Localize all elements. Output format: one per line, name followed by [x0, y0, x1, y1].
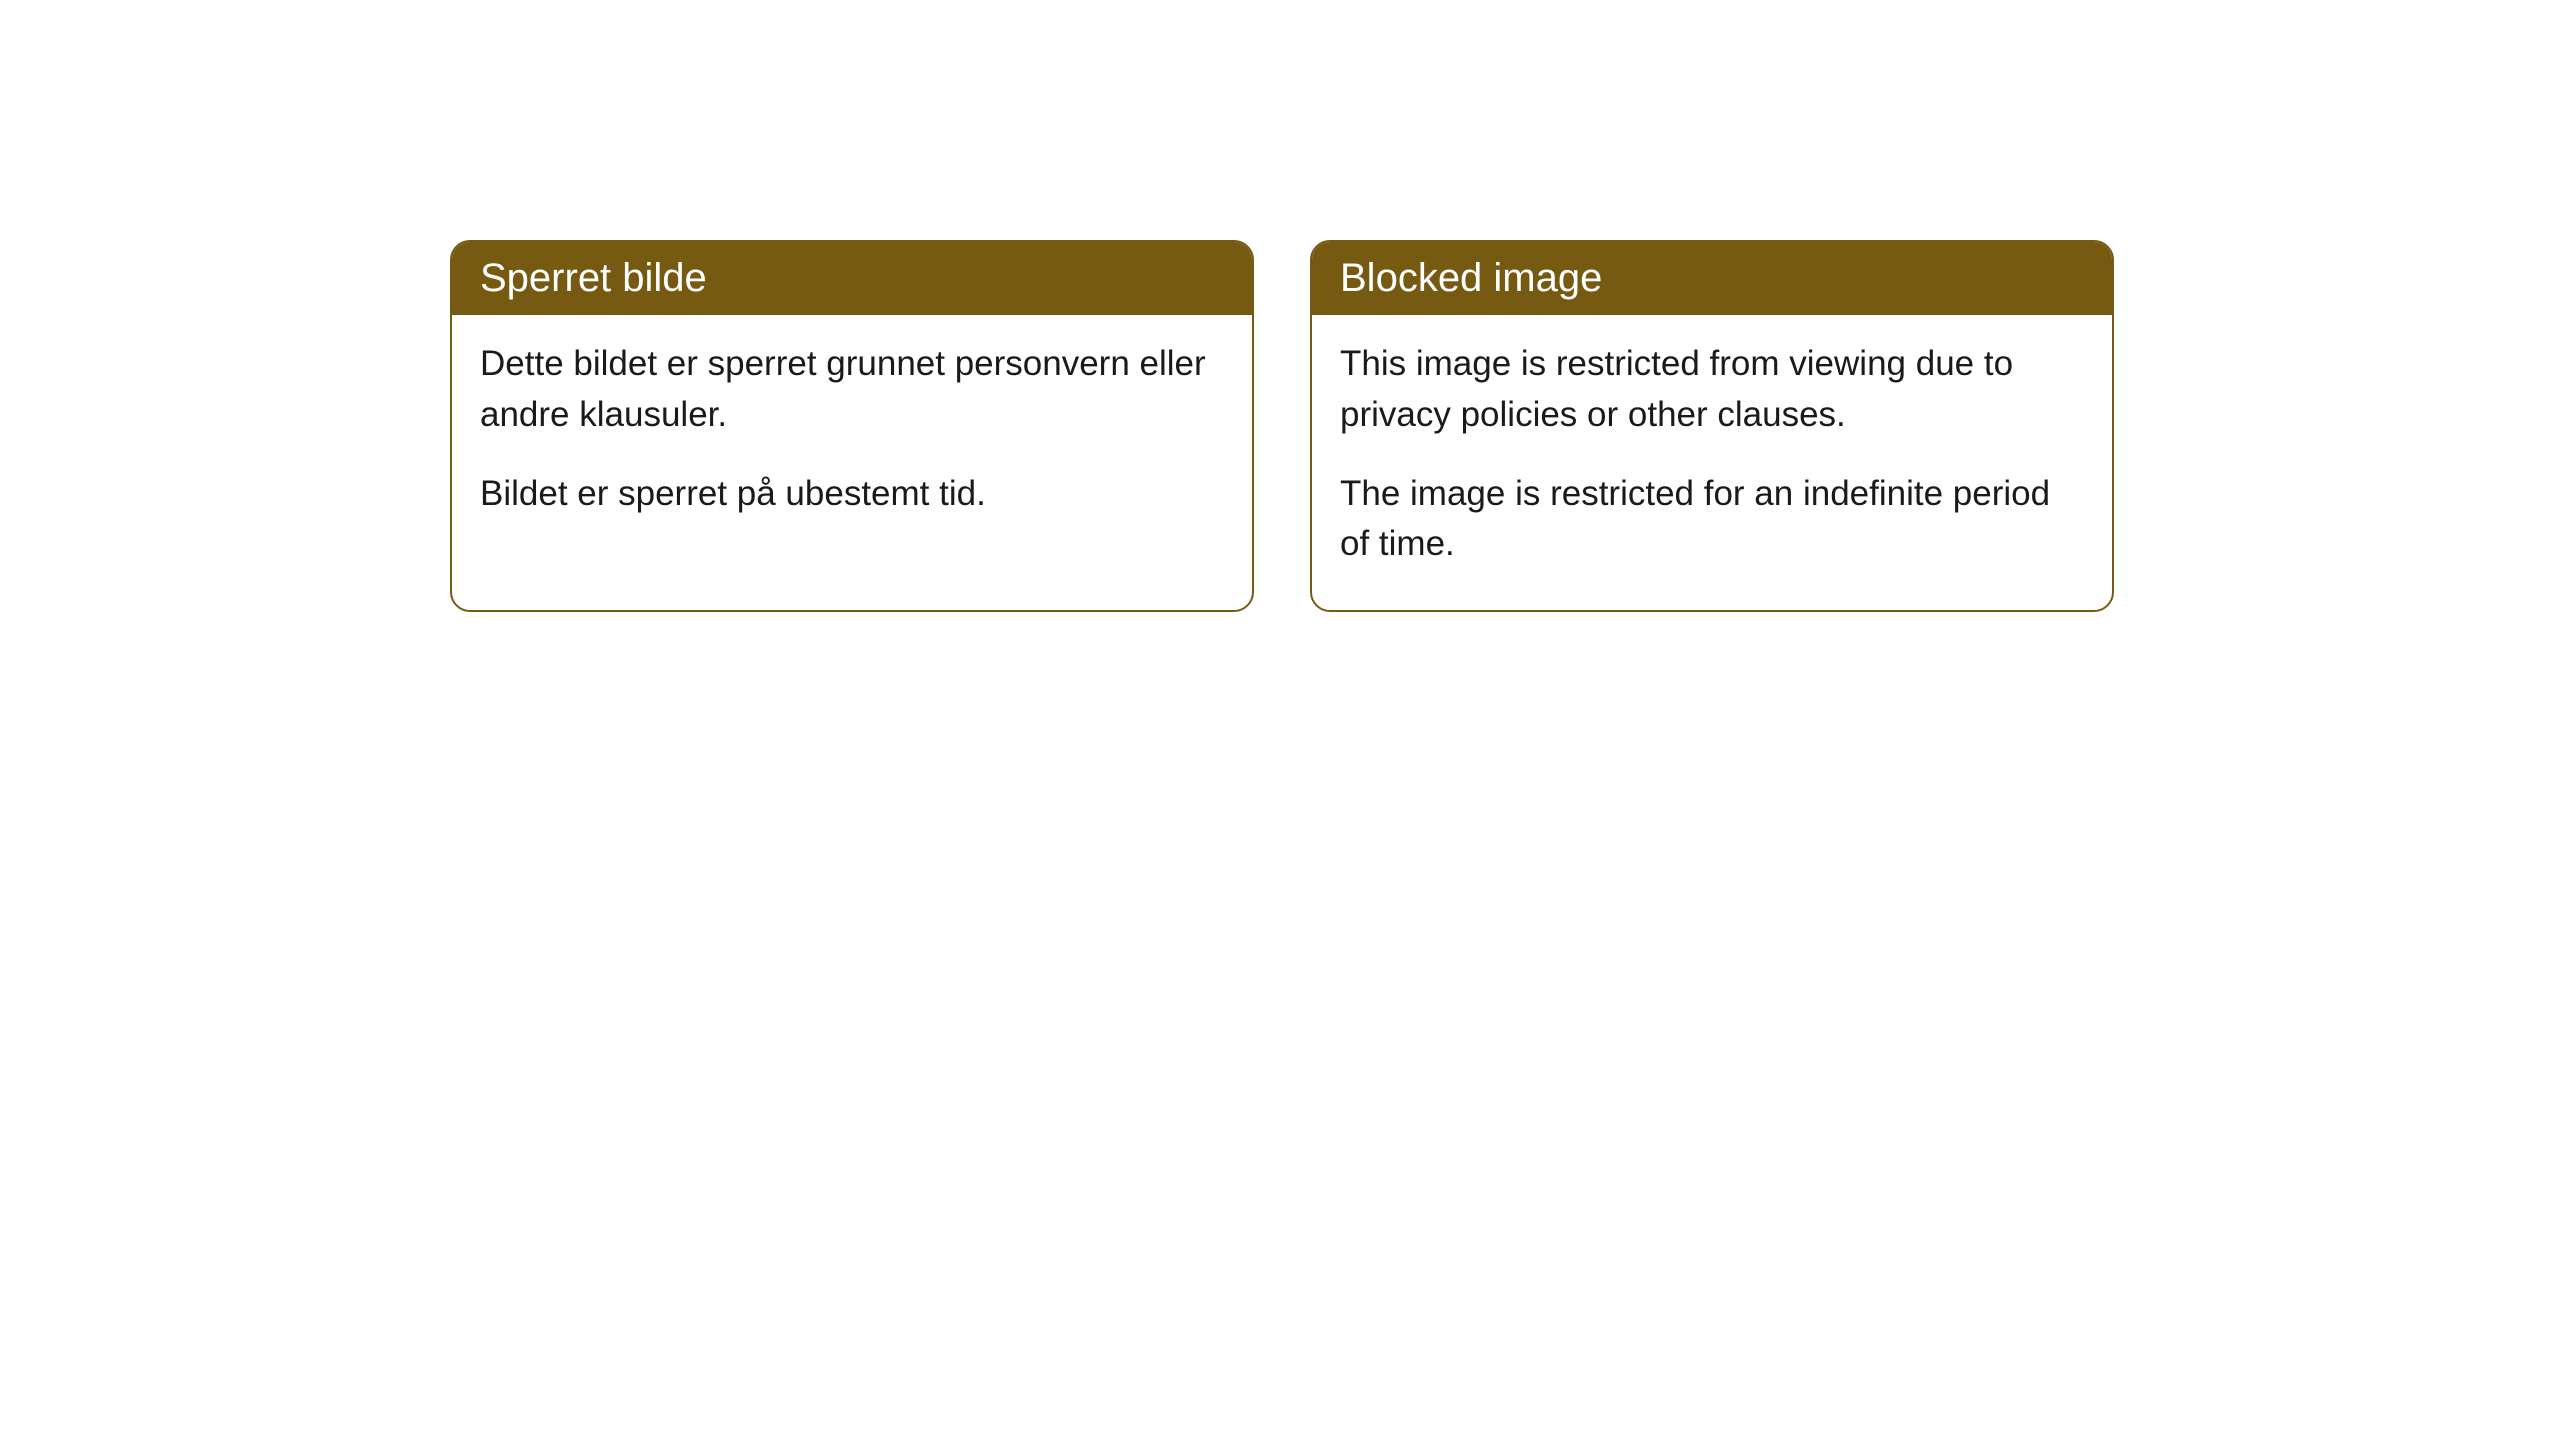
card-paragraph: Dette bildet er sperret grunnet personve… [480, 339, 1224, 441]
card-body: This image is restricted from viewing du… [1312, 315, 2112, 610]
card-body: Dette bildet er sperret grunnet personve… [452, 315, 1252, 559]
notice-cards-container: Sperret bilde Dette bildet er sperret gr… [0, 0, 2560, 612]
blocked-image-card-norwegian: Sperret bilde Dette bildet er sperret gr… [450, 240, 1254, 612]
card-title: Sperret bilde [480, 256, 707, 300]
blocked-image-card-english: Blocked image This image is restricted f… [1310, 240, 2114, 612]
card-header: Blocked image [1312, 242, 2112, 315]
card-paragraph: This image is restricted from viewing du… [1340, 339, 2084, 441]
card-paragraph: The image is restricted for an indefinit… [1340, 469, 2084, 571]
card-title: Blocked image [1340, 256, 1602, 300]
card-header: Sperret bilde [452, 242, 1252, 315]
card-paragraph: Bildet er sperret på ubestemt tid. [480, 469, 1224, 520]
